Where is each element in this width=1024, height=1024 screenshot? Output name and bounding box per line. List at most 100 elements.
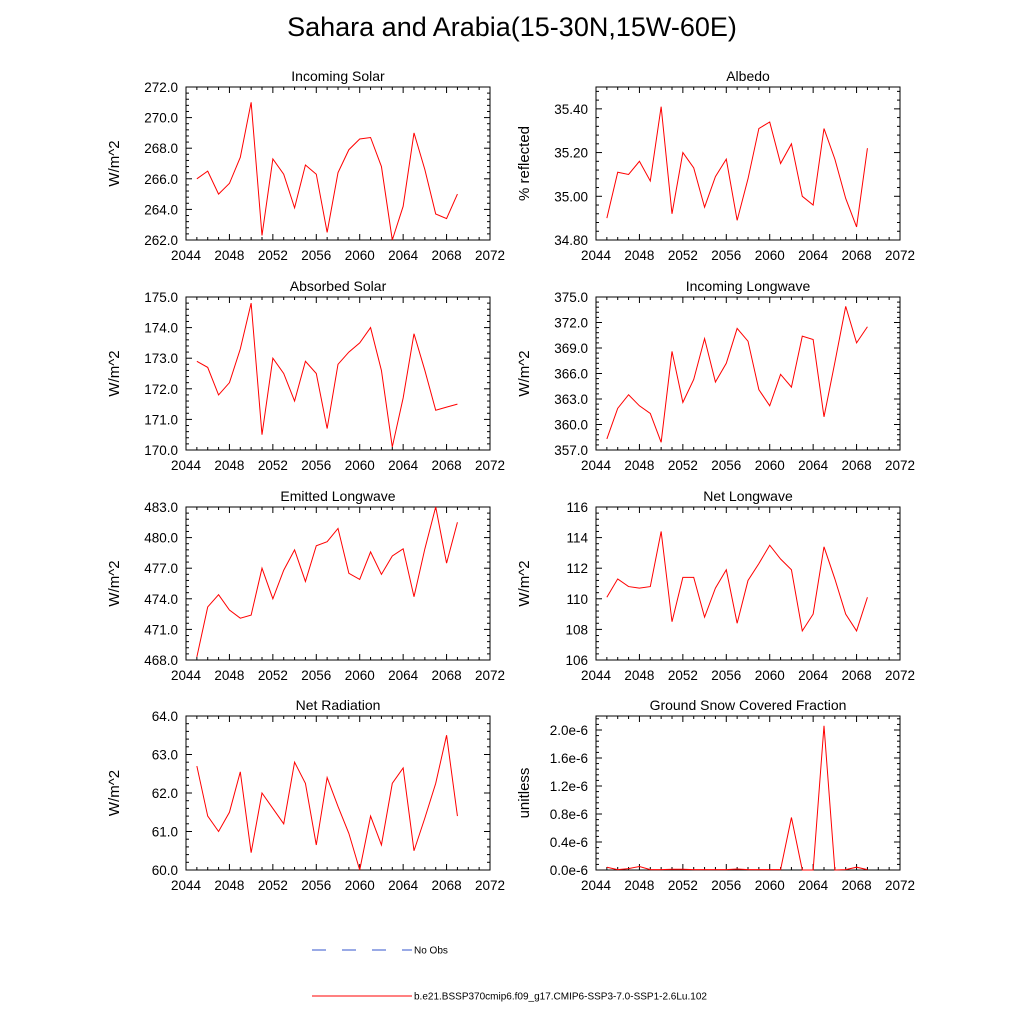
y-tick-label: 64.0 xyxy=(152,709,178,724)
y-tick-label: 170.0 xyxy=(144,443,178,458)
series-line xyxy=(196,303,458,448)
x-tick-label: 2060 xyxy=(755,878,785,893)
plot-frame xyxy=(595,506,901,661)
x-tick-label: 2064 xyxy=(388,668,419,683)
x-tick-label: 2064 xyxy=(798,878,829,893)
x-tick-label: 2048 xyxy=(214,458,244,473)
y-tick-label: 483.0 xyxy=(144,500,178,515)
y-tick-label: 112 xyxy=(566,561,588,576)
x-tick-label: 2044 xyxy=(581,458,612,473)
x-tick-label: 2064 xyxy=(798,458,829,473)
x-tick-label: 2068 xyxy=(842,878,872,893)
panel-title: Incoming Solar xyxy=(291,68,385,84)
y-axis-label: W/m^2 xyxy=(106,140,123,186)
y-tick-label: 108 xyxy=(565,622,588,637)
x-tick-label: 2068 xyxy=(432,668,462,683)
x-tick-label: 2064 xyxy=(388,458,419,473)
panel-title: Absorbed Solar xyxy=(290,278,387,294)
y-tick-label: 34.80 xyxy=(554,233,588,248)
x-tick-label: 2072 xyxy=(475,248,505,263)
x-tick-label: 2048 xyxy=(624,878,654,893)
y-tick-label: 2.0e-6 xyxy=(550,723,588,738)
x-tick-label: 2064 xyxy=(388,248,419,263)
x-tick-label: 2056 xyxy=(301,878,331,893)
x-tick-label: 2060 xyxy=(755,668,785,683)
x-tick-label: 2048 xyxy=(624,248,654,263)
y-axis-label: W/m^2 xyxy=(106,560,123,606)
x-tick-label: 2060 xyxy=(755,458,785,473)
panel-8: Ground Snow Covered Fraction unitless 2044… xyxy=(516,697,915,893)
x-tick-label: 2056 xyxy=(711,248,741,263)
y-tick-label: 110 xyxy=(566,592,588,607)
y-tick-label: 35.20 xyxy=(554,146,588,161)
x-tick-label: 2064 xyxy=(798,248,829,263)
x-tick-label: 2044 xyxy=(171,248,202,263)
plot-frame xyxy=(185,86,491,241)
x-tick-label: 2048 xyxy=(214,248,244,263)
y-tick-label: 35.40 xyxy=(554,102,588,117)
panel-title: Incoming Longwave xyxy=(686,278,811,294)
x-tick-label: 2052 xyxy=(668,458,698,473)
figure-title: Sahara and Arabia(15-30N,15W-60E) xyxy=(287,12,737,42)
panel-1: Incoming Solar W/m^2 2044 2048 2052 2056 2060 2… xyxy=(106,68,505,263)
y-tick-label: 63.0 xyxy=(152,748,178,763)
y-tick-label: 366.0 xyxy=(554,367,588,382)
x-tick-label: 2052 xyxy=(258,668,288,683)
y-tick-label: 375.0 xyxy=(554,290,588,305)
x-tick-label: 2052 xyxy=(258,878,288,893)
y-tick-label: 175.0 xyxy=(144,290,178,305)
y-tick-label: 35.00 xyxy=(554,189,588,204)
panel-title: Ground Snow Covered Fraction xyxy=(650,697,847,713)
y-axis-label: W/m^2 xyxy=(516,350,533,396)
x-tick-label: 2048 xyxy=(214,668,244,683)
y-tick-label: 272.0 xyxy=(144,80,178,95)
x-tick-label: 2068 xyxy=(432,248,462,263)
y-tick-label: 62.0 xyxy=(152,786,178,801)
x-tick-label: 2044 xyxy=(171,668,202,683)
y-tick-label: 171.0 xyxy=(144,412,178,427)
x-tick-label: 2060 xyxy=(345,668,375,683)
x-tick-label: 2072 xyxy=(475,458,505,473)
series-line xyxy=(606,531,868,633)
plot-frame xyxy=(595,715,901,871)
x-tick-label: 2068 xyxy=(842,668,872,683)
y-tick-label: 474.0 xyxy=(144,592,178,607)
y-tick-label: 0.4e-6 xyxy=(550,835,588,850)
y-tick-label: 0.8e-6 xyxy=(550,807,588,822)
x-tick-label: 2052 xyxy=(258,458,288,473)
y-tick-label: 106 xyxy=(565,653,588,668)
y-tick-label: 369.0 xyxy=(554,341,588,356)
y-tick-label: 0.0e-6 xyxy=(550,863,588,878)
plot-frame xyxy=(595,86,901,241)
panel-6: Net Longwave W/m^2 2044 2048 2052 2056 2060 206… xyxy=(516,488,915,683)
x-tick-label: 2044 xyxy=(581,248,612,263)
x-tick-label: 2056 xyxy=(301,248,331,263)
y-tick-label: 266.0 xyxy=(144,172,178,187)
panel-5: Emitted Longwave W/m^2 2044 2048 2052 2056 206… xyxy=(106,488,505,683)
x-tick-label: 2048 xyxy=(624,668,654,683)
x-tick-label: 2072 xyxy=(885,458,915,473)
x-tick-label: 2072 xyxy=(885,248,915,263)
y-tick-label: 471.0 xyxy=(144,622,178,637)
x-tick-label: 2048 xyxy=(214,878,244,893)
panel-4: Incoming Longwave W/m^2 2044 2048 2052 2056 20… xyxy=(516,278,915,473)
x-tick-label: 2044 xyxy=(581,878,612,893)
y-axis-label: unitless xyxy=(516,768,533,819)
y-tick-label: 60.0 xyxy=(152,863,178,878)
y-axis-label: W/m^2 xyxy=(106,770,123,816)
x-tick-label: 2044 xyxy=(171,878,202,893)
y-tick-label: 172.0 xyxy=(144,382,178,397)
x-tick-label: 2052 xyxy=(258,248,288,263)
x-tick-label: 2056 xyxy=(711,668,741,683)
series-line xyxy=(606,106,868,228)
plot-frame xyxy=(595,296,901,451)
x-tick-label: 2072 xyxy=(885,878,915,893)
series-line xyxy=(606,725,868,871)
y-tick-label: 1.6e-6 xyxy=(550,751,588,766)
panel-2: Albedo % reflected 2044 2048 2052 2056 2060 206… xyxy=(516,68,915,263)
x-tick-label: 2060 xyxy=(755,248,785,263)
y-tick-label: 468.0 xyxy=(144,653,178,668)
x-tick-label: 2068 xyxy=(432,458,462,473)
x-tick-label: 2052 xyxy=(668,248,698,263)
